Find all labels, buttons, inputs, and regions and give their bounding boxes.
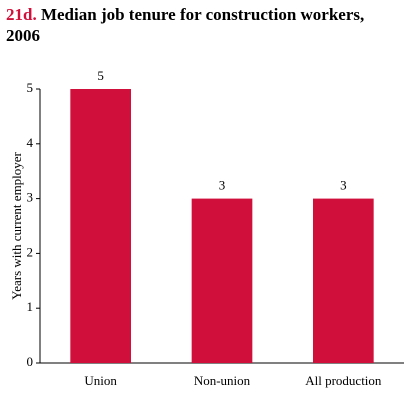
chart-title-block: 21d. Median job tenure for construction … xyxy=(6,4,396,46)
data-label: 3 xyxy=(219,178,226,193)
chart-label: 21d. xyxy=(6,5,37,24)
y-tick-label: 3 xyxy=(27,190,34,205)
y-tick-label: 4 xyxy=(27,135,34,150)
bar xyxy=(70,89,131,363)
data-label: 3 xyxy=(340,178,347,193)
x-tick-label: Non-union xyxy=(194,373,251,388)
y-tick-label: 5 xyxy=(27,80,34,95)
bar xyxy=(313,198,374,363)
data-label: 5 xyxy=(97,68,104,83)
chart-title: Median job tenure for construction worke… xyxy=(6,5,365,45)
y-tick-label: 1 xyxy=(27,299,34,314)
y-axis-label: Years with current employer xyxy=(9,151,24,299)
x-tick-label: Union xyxy=(84,373,117,388)
y-tick-label: 0 xyxy=(27,354,34,369)
x-tick-label: All production xyxy=(305,373,382,388)
y-tick-label: 2 xyxy=(27,244,34,259)
bar xyxy=(191,198,253,363)
